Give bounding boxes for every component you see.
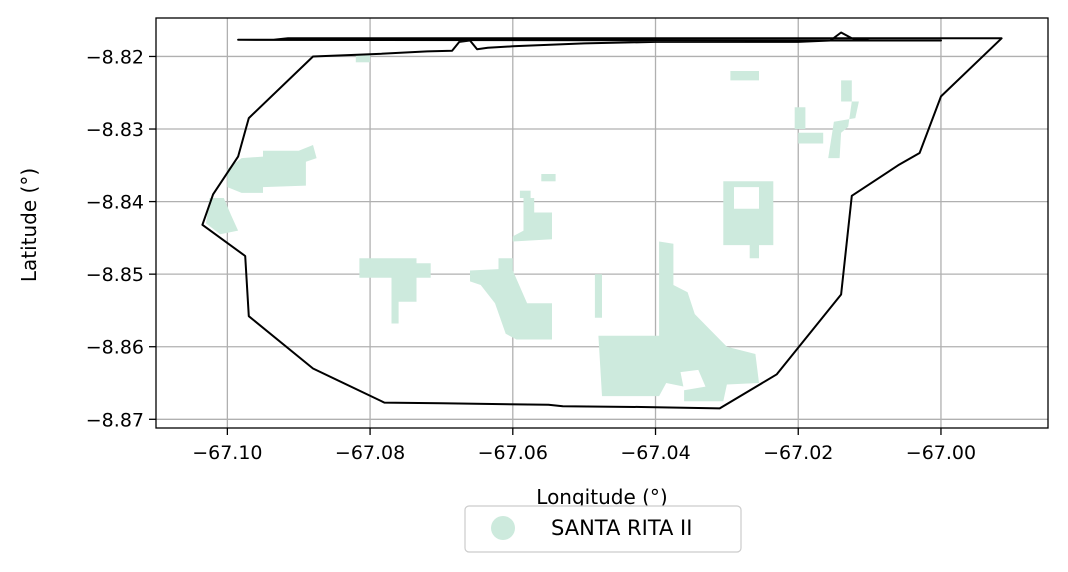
legend-label-santa-rita-ii: SANTA RITA II bbox=[551, 516, 692, 540]
x-tick-label: −67.08 bbox=[335, 442, 405, 464]
y-tick-label: −8.83 bbox=[86, 119, 144, 141]
santa-rita-ii-patch bbox=[794, 107, 806, 129]
legend: SANTA RITA II bbox=[464, 505, 742, 553]
santa-rita-ii-patch bbox=[594, 274, 602, 318]
x-axis-label: Longitude (°) bbox=[536, 485, 667, 509]
x-tick-label: −67.06 bbox=[478, 442, 548, 464]
patch-hole bbox=[680, 369, 706, 391]
y-axis-ticks: −8.82 −8.83 −8.84 −8.85 −8.86 −8.87 bbox=[86, 46, 156, 431]
y-tick-label: −8.84 bbox=[86, 192, 144, 214]
x-tick-label: −67.10 bbox=[192, 442, 262, 464]
santa-rita-ii-patch bbox=[730, 71, 759, 81]
x-tick-label: −67.00 bbox=[906, 442, 976, 464]
santa-rita-ii-patch bbox=[523, 198, 535, 217]
x-axis-ticks: −67.10 −67.08 −67.06 −67.04 −67.02 −67.00 bbox=[192, 428, 976, 464]
x-tick-label: −67.02 bbox=[763, 442, 833, 464]
santa-rita-ii-patch bbox=[541, 174, 556, 182]
santa-rita-ii-patch bbox=[227, 145, 317, 193]
x-tick-label: −67.04 bbox=[620, 442, 690, 464]
patch-holes bbox=[680, 187, 759, 391]
legend-box bbox=[464, 505, 742, 553]
patch-hole bbox=[734, 187, 759, 209]
y-tick-label: −8.87 bbox=[86, 409, 144, 431]
y-tick-label: −8.82 bbox=[86, 46, 144, 68]
santa-rita-ii-patch bbox=[519, 190, 531, 198]
y-axis-label: Latitude (°) bbox=[17, 168, 41, 282]
study-area-boundary bbox=[201, 31, 1003, 410]
santa-rita-ii-patch bbox=[598, 241, 759, 402]
santa-rita-ii-patch bbox=[470, 212, 552, 340]
santa-rita-ii-patch bbox=[206, 198, 239, 235]
plot-frame bbox=[155, 17, 1049, 429]
legend-marker-santa-rita-ii bbox=[491, 516, 515, 540]
y-tick-label: −8.86 bbox=[86, 337, 144, 359]
santa-rita-ii-patch bbox=[359, 258, 431, 324]
santa-rita-ii-patch bbox=[355, 55, 371, 63]
santa-rita-ii-patch bbox=[798, 132, 824, 144]
y-tick-label: −8.85 bbox=[86, 264, 144, 286]
santa-rita-ii-patch bbox=[828, 80, 859, 159]
santa-rita-ii-patches bbox=[206, 55, 859, 402]
